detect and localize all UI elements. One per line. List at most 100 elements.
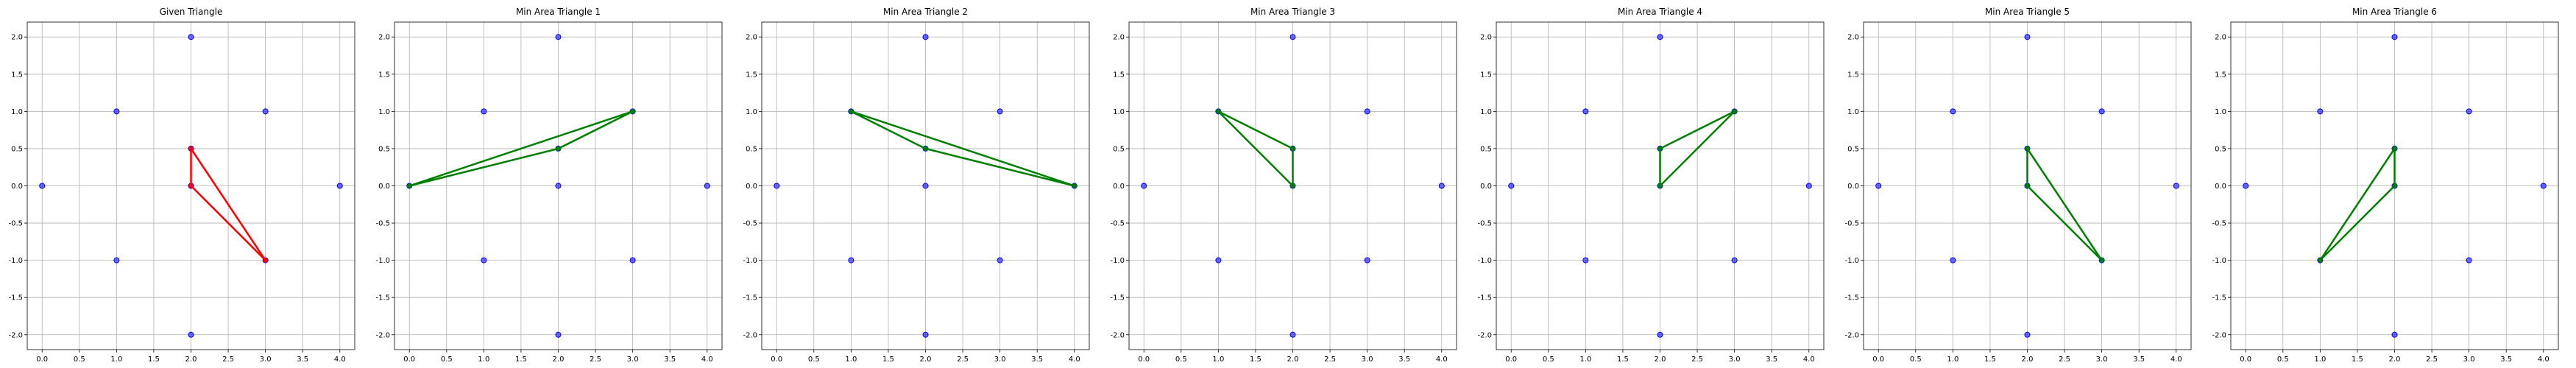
data-point xyxy=(1657,331,1663,338)
y-tick-label: 1.5 xyxy=(746,71,757,79)
y-tick-label: 2.0 xyxy=(378,34,390,42)
x-tick-label: 3.0 xyxy=(2096,355,2108,364)
y-tick-label: -2.0 xyxy=(2212,331,2226,339)
x-tick-label: 3.5 xyxy=(1398,355,1410,364)
data-point xyxy=(2098,108,2105,115)
y-tick-label: 0.0 xyxy=(378,183,390,191)
x-tick-label: 4.0 xyxy=(701,355,713,364)
y-tick-label: 1.0 xyxy=(11,108,23,116)
triangle-vertex xyxy=(188,146,194,152)
y-tick-label: -1.5 xyxy=(1844,294,1859,302)
data-point xyxy=(997,108,1003,115)
y-tick-label: 1.0 xyxy=(746,108,757,116)
y-tick-label: 2.0 xyxy=(1113,34,1125,42)
x-tick-label: 2.0 xyxy=(185,355,197,364)
data-point xyxy=(481,108,487,115)
x-tick-label: 1.5 xyxy=(1617,355,1629,364)
y-tick-label: 1.0 xyxy=(2215,108,2226,116)
y-tick-label: 2.0 xyxy=(11,34,23,42)
data-point xyxy=(2024,34,2031,40)
y-tick-label: 0.5 xyxy=(378,145,390,153)
y-tick-label: 2.0 xyxy=(746,34,757,42)
data-point xyxy=(2466,108,2472,115)
data-point xyxy=(188,331,194,338)
data-point xyxy=(2391,34,2398,40)
x-tick-label: 2.0 xyxy=(2389,355,2401,364)
triangle-vertex xyxy=(2392,146,2397,152)
x-tick-label: 1.0 xyxy=(1947,355,1958,364)
triangle-vertex xyxy=(849,109,854,114)
triangle-vertex xyxy=(1657,183,1663,188)
y-tick-label: -1.0 xyxy=(8,257,23,265)
data-point xyxy=(848,257,854,263)
chart-title: Min Area Triangle 2 xyxy=(883,7,968,17)
data-point xyxy=(629,257,636,263)
data-point xyxy=(39,183,46,189)
data-point xyxy=(188,34,194,40)
y-tick-label: -0.5 xyxy=(1110,220,1125,228)
data-point xyxy=(1141,183,1147,189)
x-tick-label: 1.5 xyxy=(515,355,527,364)
triangle-outline xyxy=(408,110,634,187)
x-tick-label: 3.0 xyxy=(994,355,1006,364)
axes-frame xyxy=(1128,21,1457,350)
y-tick-label: -1.5 xyxy=(8,294,23,302)
triangle-vertex xyxy=(406,183,412,188)
x-tick-label: 1.0 xyxy=(1212,355,1224,364)
x-tick-label: 1.0 xyxy=(845,355,857,364)
x-tick-label: 2.5 xyxy=(590,355,601,364)
y-tick-label: -2.0 xyxy=(8,331,23,339)
data-point xyxy=(113,257,120,263)
data-point xyxy=(1364,108,1370,115)
y-tick-label: 1.0 xyxy=(1480,108,1492,116)
data-point xyxy=(922,183,929,189)
triangle-vertex xyxy=(188,183,194,188)
data-point xyxy=(922,331,929,338)
y-tick-label: -1.5 xyxy=(1110,294,1125,302)
chart-title: Min Area Triangle 6 xyxy=(2352,7,2437,17)
y-tick-label: -1.0 xyxy=(1844,257,1859,265)
triangle-vertex xyxy=(923,146,928,152)
y-tick-label: 1.5 xyxy=(1113,71,1125,79)
data-point xyxy=(555,183,562,189)
data-point xyxy=(1805,183,1812,189)
chart-panel-3: 0.0 0.5 1.0 1.5 2.0 2.5 3.0 3.5 4.0 -2.0 -1.5 -1.0 -… xyxy=(743,7,1090,364)
x-tick-label: 4.0 xyxy=(1803,355,1815,364)
y-tick-label: 0.0 xyxy=(746,183,757,191)
y-tick-label: -0.5 xyxy=(375,220,390,228)
x-tick-label: 2.5 xyxy=(1691,355,1703,364)
y-tick-label: -1.0 xyxy=(2212,257,2226,265)
triangle-vertex xyxy=(2318,258,2323,263)
triangle-vertex xyxy=(1732,109,1737,114)
x-tick-label: 0.5 xyxy=(441,355,453,364)
chart-title: Min Area Triangle 3 xyxy=(1250,7,1335,17)
y-tick-label: -1.0 xyxy=(1477,257,1492,265)
x-tick-label: 2.0 xyxy=(1287,355,1299,364)
x-tick-label: 2.5 xyxy=(222,355,234,364)
axes-frame xyxy=(761,21,1090,350)
x-tick-label: 1.5 xyxy=(2352,355,2363,364)
data-point xyxy=(1875,183,1882,189)
y-tick-label: -2.0 xyxy=(1477,331,1492,339)
y-tick-label: 2.0 xyxy=(2215,34,2226,42)
x-tick-label: 4.0 xyxy=(2538,355,2550,364)
x-tick-label: 4.0 xyxy=(1069,355,1080,364)
axes-frame xyxy=(26,21,355,350)
data-point xyxy=(2540,183,2547,189)
y-tick-label: 0.0 xyxy=(11,183,23,191)
data-point xyxy=(2024,331,2031,338)
x-tick-label: 2.5 xyxy=(2059,355,2070,364)
triangle-vertex xyxy=(2025,146,2030,152)
data-point xyxy=(1950,108,1956,115)
y-tick-label: 1.0 xyxy=(1847,108,1859,116)
x-tick-label: 0.0 xyxy=(1872,355,1884,364)
y-tick-label: -0.5 xyxy=(1477,220,1492,228)
triangle-vertex xyxy=(2025,183,2030,188)
data-point xyxy=(1582,108,1589,115)
data-point xyxy=(774,183,780,189)
x-tick-label: 4.0 xyxy=(2170,355,2182,364)
chart-panel-5: 0.0 0.5 1.0 1.5 2.0 2.5 3.0 3.5 4.0 -2.0 -1.5 -1.0 -… xyxy=(1477,7,1825,364)
data-point xyxy=(1364,257,1370,263)
data-point xyxy=(1215,257,1222,263)
